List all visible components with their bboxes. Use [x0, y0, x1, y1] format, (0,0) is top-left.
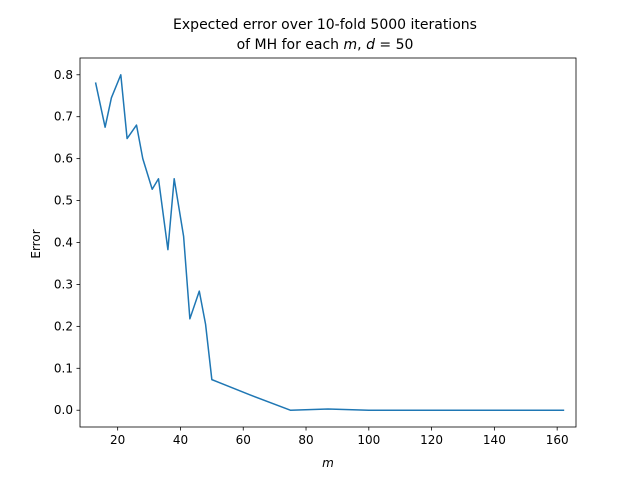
y-axis-label: Error [29, 229, 43, 258]
chart-title-line2-d: d [366, 37, 375, 53]
x-tick-label: 160 [546, 433, 569, 447]
plot-area: 20 40 60 80 100 120 140 160 0.0 0.1 0.2 0.3 0.4 0.5 0.… [54, 57, 577, 447]
x-tick-label: 20 [110, 433, 125, 447]
x-tick-label: 120 [420, 433, 443, 447]
y-tick-label: 0.8 [54, 68, 73, 82]
series-line-0 [94, 74, 565, 411]
chart-title-line2-mid: , [357, 37, 366, 53]
chart-title-line1: Expected error over 10-fold 5000 iterati… [173, 17, 477, 33]
x-axis-label: m [322, 456, 334, 470]
y-tick-label: 0.7 [54, 110, 73, 124]
y-tick-label: 0.3 [54, 277, 73, 291]
y-tick-label: 0.1 [54, 361, 73, 375]
y-tick-label: 0.6 [54, 152, 73, 166]
y-tick-label: 0.0 [54, 403, 73, 417]
chart-title-line2: of MH for each m, d = 50 [237, 37, 414, 53]
x-tick-label: 60 [236, 433, 251, 447]
chart-title-line2-prefix: of MH for each [237, 37, 344, 53]
y-tick-label: 0.4 [54, 236, 73, 250]
x-tick-label: 100 [357, 433, 380, 447]
chart-title-line2-suffix: = 50 [375, 37, 413, 53]
x-tick-label: 80 [298, 433, 313, 447]
chart-title-line2-m: m [344, 37, 358, 53]
y-tick-label: 0.2 [54, 319, 73, 333]
x-tick-label: 40 [173, 433, 188, 447]
x-tick-label: 140 [483, 433, 506, 447]
y-tick-label: 0.5 [54, 194, 73, 208]
